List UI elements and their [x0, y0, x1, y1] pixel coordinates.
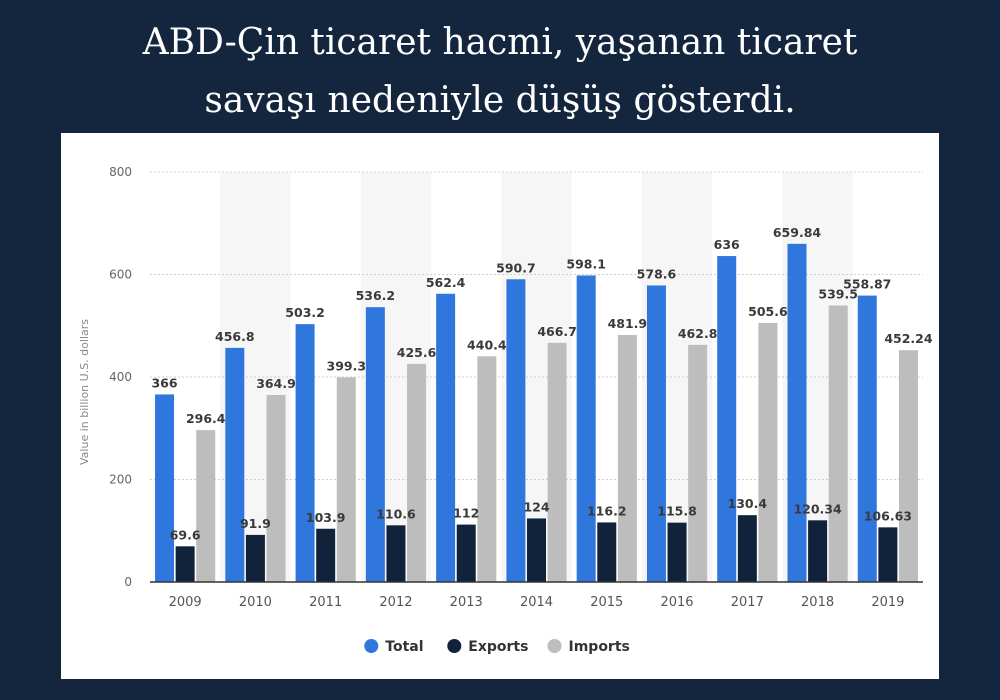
- bar-imports-2018: [828, 305, 848, 582]
- data-label-total-2009: 366: [151, 375, 177, 390]
- data-label-exports-2010: 91.9: [240, 516, 271, 531]
- data-label-total-2010: 456.8: [215, 329, 255, 344]
- bar-total-2013: [436, 293, 456, 582]
- data-label-total-2019: 558.87: [843, 277, 891, 292]
- legend-marker: [364, 639, 379, 653]
- data-label-imports-2018: 539.5: [818, 287, 858, 302]
- x-tick-label: 2011: [309, 595, 342, 610]
- data-label-imports-2011: 399.3: [327, 358, 367, 373]
- bar-total-2015: [576, 275, 596, 582]
- data-label-exports-2009: 69.6: [170, 527, 201, 542]
- x-tick-label: 2014: [520, 595, 553, 610]
- data-label-total-2014: 590.7: [496, 260, 536, 275]
- bar-exports-2011: [316, 528, 336, 582]
- bar-imports-2016: [688, 344, 708, 582]
- y-tick-label: 200: [109, 473, 132, 487]
- bar-imports-2012: [407, 363, 427, 582]
- legend-marker: [547, 639, 562, 653]
- data-label-exports-2019: 106.63: [864, 508, 912, 523]
- data-label-total-2017: 636: [714, 237, 740, 252]
- headline-line-2: savaşı nedeniyle düşüş gösterdi.: [204, 80, 796, 121]
- x-tick-label: 2010: [239, 595, 272, 610]
- bar-total-2017: [717, 256, 737, 582]
- data-label-imports-2016: 462.8: [678, 326, 718, 341]
- legend-item-total[interactable]: Total: [364, 639, 424, 655]
- y-tick-label: 0: [124, 575, 132, 589]
- data-label-exports-2012: 110.6: [376, 506, 416, 521]
- bar-total-2019: [857, 295, 877, 582]
- x-tick-label: 2015: [590, 595, 623, 610]
- y-tick-label: 600: [109, 268, 132, 282]
- x-tick-label: 2012: [379, 595, 412, 610]
- legend-item-exports[interactable]: Exports: [447, 639, 528, 655]
- bar-exports-2015: [597, 522, 617, 582]
- data-label-imports-2013: 440.4: [467, 337, 507, 352]
- data-label-imports-2012: 425.6: [397, 345, 437, 360]
- legend-label: Exports: [468, 639, 528, 655]
- data-label-total-2015: 598.1: [566, 256, 606, 271]
- headline-line-1: ABD-Çin ticaret hacmi, yaşanan ticaret: [142, 22, 858, 63]
- data-label-total-2016: 578.6: [637, 266, 677, 281]
- bar-imports-2009: [196, 430, 216, 582]
- bar-imports-2011: [336, 377, 356, 582]
- bar-exports-2018: [808, 520, 828, 582]
- data-label-total-2018: 659.84: [773, 225, 822, 240]
- data-label-total-2013: 562.4: [426, 275, 466, 290]
- data-label-imports-2009: 296.4: [186, 411, 226, 426]
- bar-chart: 366 69.6 296.4 456.8 91.9 364.9 503.2 103.9 399.…: [78, 165, 933, 655]
- x-tick-label: 2017: [731, 595, 764, 610]
- bar-total-2009: [155, 394, 175, 582]
- y-tick-label: 800: [109, 165, 132, 179]
- bar-total-2018: [787, 243, 807, 582]
- chart-panel: 366 69.6 296.4 456.8 91.9 364.9 503.2 103.9 399.…: [61, 133, 939, 679]
- data-label-exports-2015: 116.2: [587, 503, 627, 518]
- bar-total-2011: [295, 324, 315, 582]
- data-label-imports-2010: 364.9: [256, 376, 296, 391]
- bar-imports-2015: [617, 335, 637, 582]
- bar-imports-2017: [758, 322, 778, 582]
- x-tick-label: 2013: [450, 595, 483, 610]
- bar-imports-2010: [266, 394, 286, 582]
- x-tick-label: 2019: [871, 595, 904, 610]
- bar-exports-2012: [386, 525, 406, 582]
- bar-imports-2014: [547, 342, 567, 582]
- bar-total-2014: [506, 279, 526, 582]
- legend-label: Imports: [569, 639, 630, 655]
- bar-exports-2009: [175, 546, 195, 582]
- y-axis-label: Value in billion U.S. dollars: [78, 319, 91, 465]
- data-label-total-2012: 536.2: [356, 288, 396, 303]
- legend-item-imports[interactable]: Imports: [547, 639, 630, 655]
- data-label-imports-2014: 466.7: [537, 324, 577, 339]
- bar-imports-2019: [898, 350, 918, 582]
- bar-exports-2013: [456, 524, 476, 582]
- bar-exports-2010: [245, 534, 265, 582]
- data-label-exports-2013: 112: [453, 506, 479, 521]
- data-label-imports-2015: 481.9: [608, 316, 648, 331]
- y-tick-label: 400: [109, 370, 132, 384]
- data-label-exports-2017: 130.4: [728, 496, 768, 511]
- data-label-total-2011: 503.2: [285, 305, 325, 320]
- data-label-exports-2018: 120.34: [793, 501, 842, 516]
- bar-total-2012: [365, 307, 385, 582]
- bar-total-2010: [225, 347, 245, 582]
- bar-exports-2017: [737, 515, 757, 582]
- x-tick-label: 2018: [801, 595, 834, 610]
- x-tick-label: 2009: [169, 595, 202, 610]
- bar-exports-2014: [527, 518, 546, 582]
- bar-imports-2013: [477, 356, 497, 582]
- data-label-exports-2014: 124: [523, 499, 549, 514]
- x-tick-label: 2016: [660, 595, 693, 610]
- headline: ABD-Çin ticaret hacmi, yaşanan ticaret s…: [0, 14, 1000, 130]
- data-label-imports-2017: 505.6: [748, 304, 788, 319]
- legend-label: Total: [385, 639, 423, 655]
- bar-total-2016: [646, 285, 666, 582]
- data-label-imports-2019: 452.24: [884, 331, 933, 346]
- data-label-exports-2016: 115.8: [657, 504, 697, 519]
- bar-exports-2016: [667, 522, 687, 582]
- legend-marker: [447, 639, 462, 653]
- data-label-exports-2011: 103.9: [306, 510, 346, 525]
- bar-exports-2019: [878, 527, 898, 582]
